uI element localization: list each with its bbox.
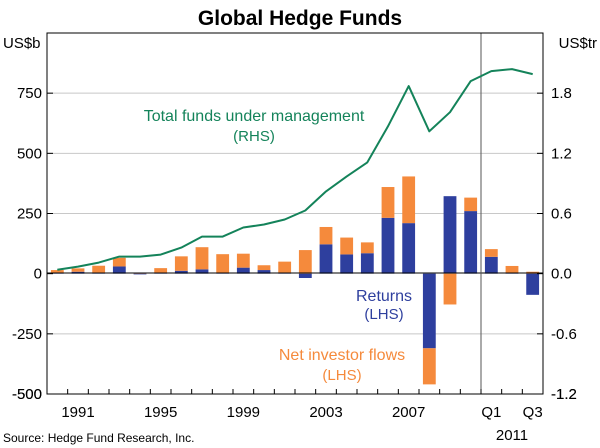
left-tick-label: -250 bbox=[12, 326, 42, 343]
bar-returns-2002 bbox=[298, 273, 312, 278]
bar-marks bbox=[50, 176, 540, 385]
x-tick-label: 1991 bbox=[61, 404, 94, 421]
bar-returns-2004 bbox=[340, 254, 354, 274]
right-axis-ticks: -1.2-0.60.00.61.21.8-1.2 bbox=[537, 85, 577, 403]
bar-flows-1998 bbox=[216, 254, 230, 273]
chart-title: Global Hedge Funds bbox=[198, 7, 402, 30]
bar-returns-2000 bbox=[257, 270, 271, 274]
bar-returns-2011-Q3 bbox=[526, 273, 540, 295]
bar-flows-1993 bbox=[112, 257, 126, 267]
annotation-net-investor-flows-axis: (LHS) bbox=[322, 367, 361, 384]
bar-flows-2005 bbox=[360, 242, 374, 254]
bar-returns-2009 bbox=[443, 196, 457, 274]
bar-returns-2011-Q1 bbox=[484, 256, 498, 274]
x-tick-label: 2007 bbox=[392, 404, 425, 421]
bar-flows-2011-Q1 bbox=[484, 249, 498, 257]
bar-flows-2002 bbox=[298, 250, 312, 274]
left-axis-unit: US$b bbox=[3, 35, 41, 52]
bar-flows-1992 bbox=[92, 265, 106, 273]
right-tick-label: 1.2 bbox=[551, 145, 572, 162]
right-tick-label: -1.2 bbox=[551, 386, 577, 403]
bar-returns-2005 bbox=[360, 253, 374, 274]
annotation-total-funds: Total funds under management bbox=[144, 108, 365, 125]
bar-flows-2011-Q2 bbox=[505, 265, 519, 273]
bar-returns-2006 bbox=[381, 217, 395, 274]
line-total-funds bbox=[57, 68, 533, 271]
bar-returns-2007 bbox=[402, 223, 416, 274]
annotation-returns: Returns bbox=[356, 288, 412, 305]
right-tick-label: -1.2 bbox=[551, 386, 577, 403]
bar-flows-2001 bbox=[278, 261, 292, 273]
bar-flows-1990 bbox=[50, 270, 64, 273]
bar-flows-1991 bbox=[71, 268, 85, 272]
source-note: Source: Hedge Fund Research, Inc. bbox=[3, 431, 194, 445]
right-tick-label: 0.6 bbox=[551, 206, 572, 223]
bar-flows-2009 bbox=[443, 273, 457, 305]
x-tick-label: 2003 bbox=[309, 404, 342, 421]
right-tick-label: -0.6 bbox=[551, 326, 577, 343]
x-tick-label: Q1 bbox=[481, 404, 501, 421]
left-tick-label: -500 bbox=[12, 386, 42, 403]
bar-returns-1999 bbox=[236, 267, 250, 274]
right-tick-label: 1.8 bbox=[551, 85, 572, 102]
bar-flows-1995 bbox=[154, 268, 168, 273]
bar-flows-2007 bbox=[402, 176, 416, 224]
left-tick-label: 0 bbox=[34, 266, 42, 283]
bar-flows-1997 bbox=[195, 247, 209, 270]
bar-flows-2004 bbox=[340, 237, 354, 255]
right-tick-label: 0.0 bbox=[551, 266, 572, 283]
bar-flows-2008 bbox=[422, 348, 436, 385]
bar-returns-1997 bbox=[195, 269, 209, 274]
bar-flows-2010 bbox=[464, 197, 478, 212]
bar-returns-1996 bbox=[174, 270, 188, 274]
x-tick-label: Q3 bbox=[523, 404, 543, 421]
left-tick-label: 250 bbox=[17, 206, 42, 223]
x-axis-ticks: 1991 1995 1999 2003 2007 Q1 Q3 bbox=[61, 389, 543, 421]
bar-flows-2006 bbox=[381, 187, 395, 218]
bar-flows-2003 bbox=[319, 226, 333, 245]
right-axis-unit: US$tr bbox=[559, 35, 597, 52]
annotation-net-investor-flows: Net investor flows bbox=[279, 347, 405, 364]
left-tick-label: 750 bbox=[17, 85, 42, 102]
annotation-total-funds-axis: (RHS) bbox=[233, 128, 275, 145]
bar-flows-1996 bbox=[174, 256, 188, 271]
left-tick-label: -500 bbox=[12, 386, 42, 403]
left-tick-label: 500 bbox=[17, 145, 42, 162]
bar-flows-2000 bbox=[257, 265, 271, 271]
bar-returns-1993 bbox=[112, 266, 126, 274]
bar-returns-2010 bbox=[464, 211, 478, 274]
x-tick-label: 1995 bbox=[144, 404, 177, 421]
x-tick-label: 1999 bbox=[227, 404, 260, 421]
annotation-returns-axis: (LHS) bbox=[364, 306, 403, 323]
x-sublabel-2011: 2011 bbox=[496, 427, 528, 444]
bar-returns-2008 bbox=[422, 273, 436, 349]
line-marks bbox=[57, 68, 533, 271]
bar-flows-1999 bbox=[236, 253, 250, 268]
bar-returns-1994 bbox=[133, 273, 147, 275]
bar-returns-2003 bbox=[319, 244, 333, 274]
